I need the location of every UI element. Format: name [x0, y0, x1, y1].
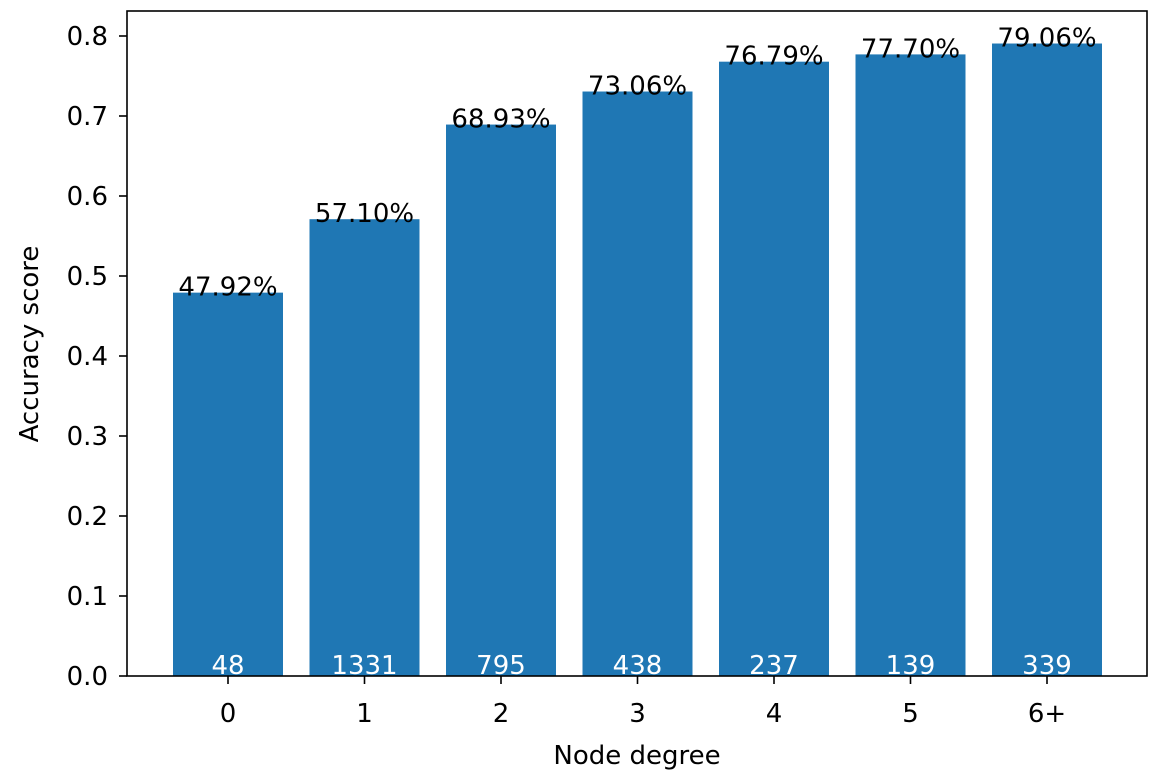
y-tick-label: 0.3 — [67, 422, 108, 452]
y-tick-label: 0.6 — [67, 182, 108, 212]
bar — [173, 292, 283, 676]
bar-value-label: 77.70% — [861, 34, 960, 64]
bar — [446, 124, 556, 676]
bar — [855, 54, 966, 676]
bar-value-label: 73.06% — [588, 72, 687, 102]
bar — [719, 61, 829, 677]
bar-value-label: 76.79% — [724, 42, 823, 72]
bar — [992, 43, 1102, 676]
y-tick-label: 0.1 — [67, 582, 108, 612]
bar-value-label: 57.10% — [315, 199, 414, 229]
y-tick-label: 0.8 — [67, 22, 108, 52]
bar-value-label: 79.06% — [997, 24, 1096, 54]
y-axis: 0.0 0.1 0.2 0.3 0.4 0.5 0.6 0.7 0.8 — [67, 22, 127, 692]
y-tick-label: 0.0 — [67, 662, 108, 692]
y-tick-label: 0.5 — [67, 262, 108, 292]
x-tick-label: 6+ — [1028, 699, 1066, 729]
x-axis: 0 1 2 3 4 5 6+ — [220, 676, 1066, 729]
x-tick-label: 0 — [220, 699, 237, 729]
x-tick-label: 2 — [493, 699, 510, 729]
y-axis-label: Accuracy score — [15, 246, 45, 443]
bar-value-label: 68.93% — [451, 105, 550, 135]
x-tick-label: 5 — [902, 699, 919, 729]
bars-group — [173, 43, 1102, 677]
bar — [309, 219, 420, 676]
y-tick-label: 0.7 — [67, 102, 108, 132]
bar — [582, 91, 693, 676]
y-tick-label: 0.2 — [67, 502, 108, 532]
x-tick-label: 4 — [766, 699, 783, 729]
x-axis-label: Node degree — [553, 741, 720, 771]
y-tick-label: 0.4 — [67, 342, 108, 372]
value-labels-group: 47.92% 57.10% 68.93% 73.06% 76.79% 77.70% 79.0… — [178, 24, 1096, 303]
bar-value-label: 47.92% — [178, 273, 277, 303]
x-tick-label: 1 — [356, 699, 373, 729]
x-tick-label: 3 — [629, 699, 646, 729]
